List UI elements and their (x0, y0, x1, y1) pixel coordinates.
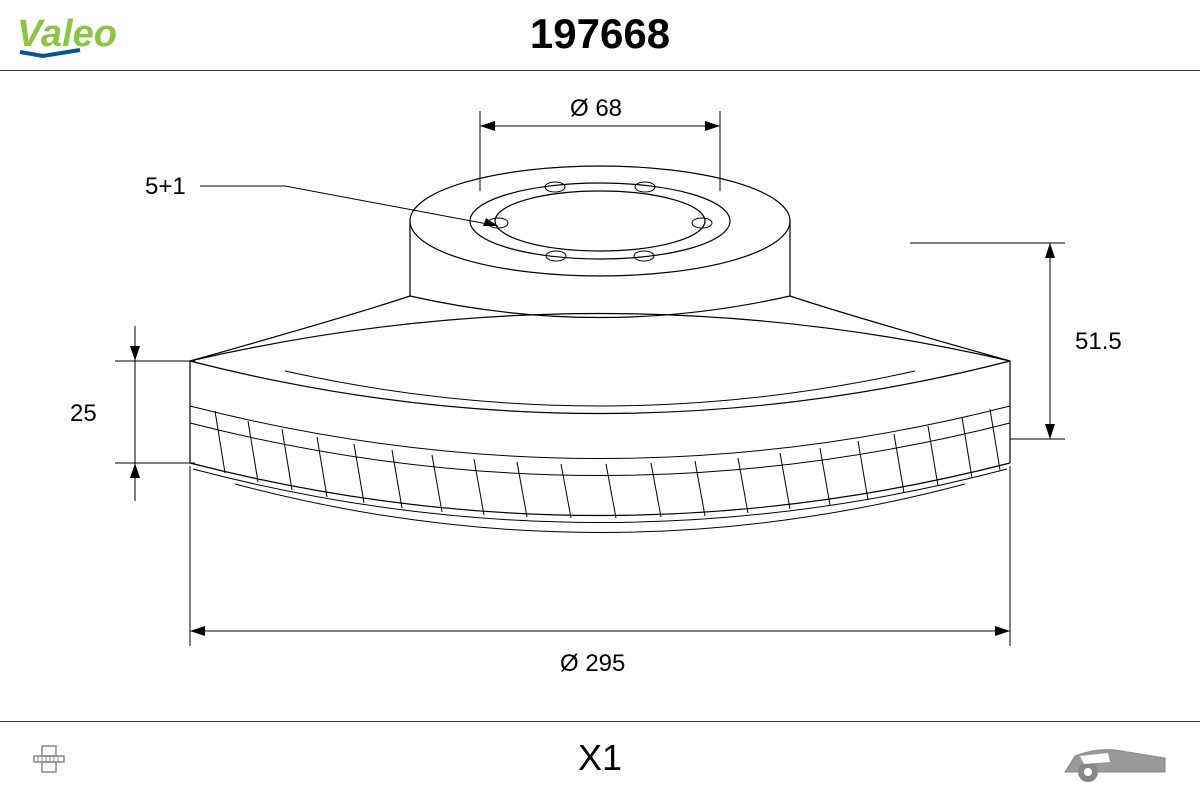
dim-outer-diameter: Ø 295 (190, 466, 1010, 677)
dim-height: 51.5 (910, 243, 1122, 439)
svg-text:Ø 68: Ø 68 (570, 95, 622, 122)
technical-drawing: Ø 68 5+1 (0, 71, 1200, 721)
quantity-label: X1 (578, 737, 622, 779)
dim-bolt-holes: 5+1 (145, 173, 498, 226)
header: Valeo 197668 (0, 0, 1200, 71)
part-number: 197668 (530, 10, 670, 58)
brand-logo: Valeo (15, 8, 165, 68)
logo-text: Valeo (17, 13, 117, 55)
dim-center-bore: Ø 68 (480, 95, 720, 191)
svg-text:Ø 295: Ø 295 (560, 650, 625, 677)
brake-disc: Ø 68 5+1 (70, 95, 1122, 677)
disc-profile-icon (30, 740, 70, 795)
dim-thickness: 25 (70, 326, 195, 501)
svg-text:25: 25 (70, 400, 97, 427)
svg-text:51.5: 51.5 (1075, 328, 1122, 355)
vanes (215, 409, 1000, 518)
svg-text:5+1: 5+1 (145, 173, 186, 200)
footer: X1 (0, 721, 1200, 802)
car-front-icon (1060, 744, 1170, 789)
